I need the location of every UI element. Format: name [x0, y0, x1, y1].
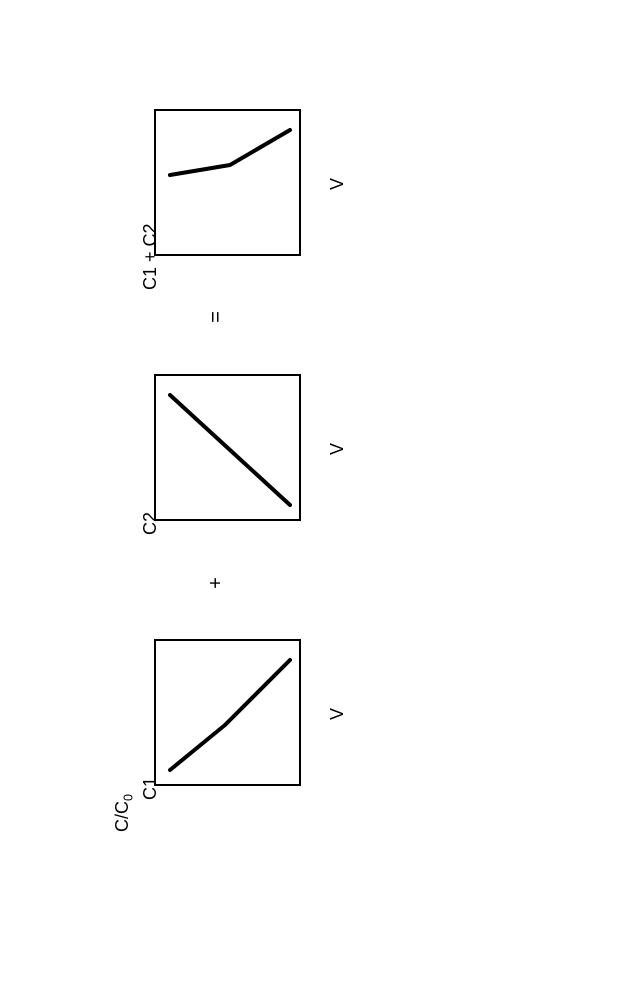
panel-title-c1: C1 — [140, 777, 161, 800]
panel-xlabel-c2: V — [327, 443, 348, 455]
operator-plus: + — [205, 577, 227, 589]
panel-curve-0 — [170, 660, 290, 770]
panel-title-c1c2: C1 + C2 — [140, 223, 161, 290]
diagram-canvas: += — [0, 0, 640, 986]
panel-xlabel-c1c2: V — [327, 178, 348, 190]
yaxis-label-text: C/C — [112, 801, 132, 832]
panel-xlabel-c1: V — [327, 708, 348, 720]
panel-curve-1 — [170, 395, 290, 505]
panel-box-2 — [155, 110, 300, 255]
panel-title-c2: C2 — [140, 512, 161, 535]
operator-equals: = — [205, 311, 227, 323]
panel-curve-2 — [170, 130, 290, 175]
yaxis-label-sub: 0 — [122, 794, 136, 801]
yaxis-label: C/C0 — [112, 794, 136, 832]
